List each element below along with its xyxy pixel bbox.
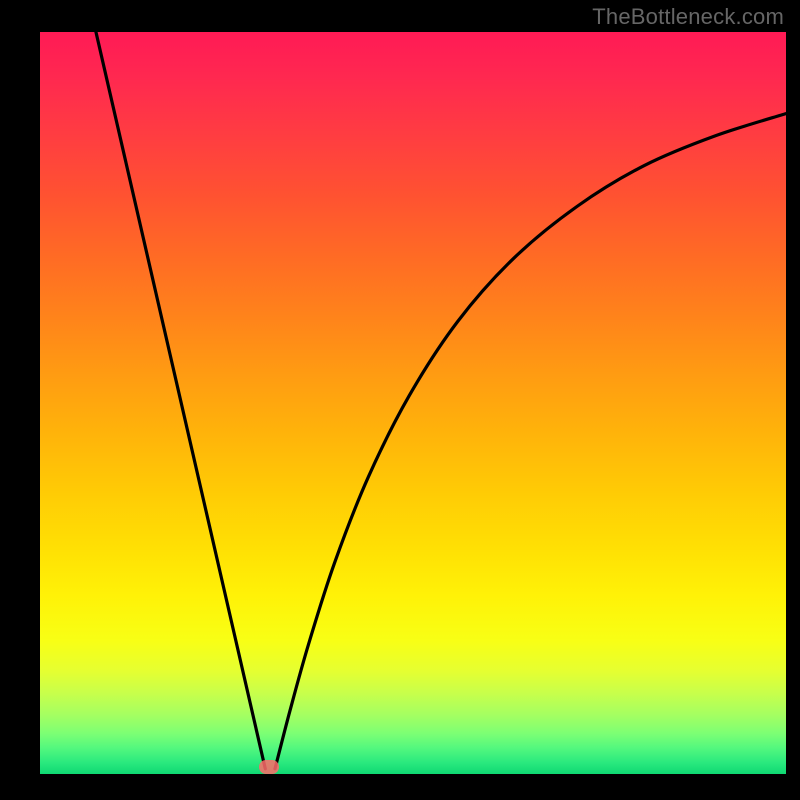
bottleneck-curve <box>40 32 786 774</box>
chart-plot-area <box>40 32 786 774</box>
watermark-label: TheBottleneck.com <box>592 4 784 30</box>
minimum-marker <box>259 760 279 774</box>
chart-outer-frame <box>0 0 800 800</box>
